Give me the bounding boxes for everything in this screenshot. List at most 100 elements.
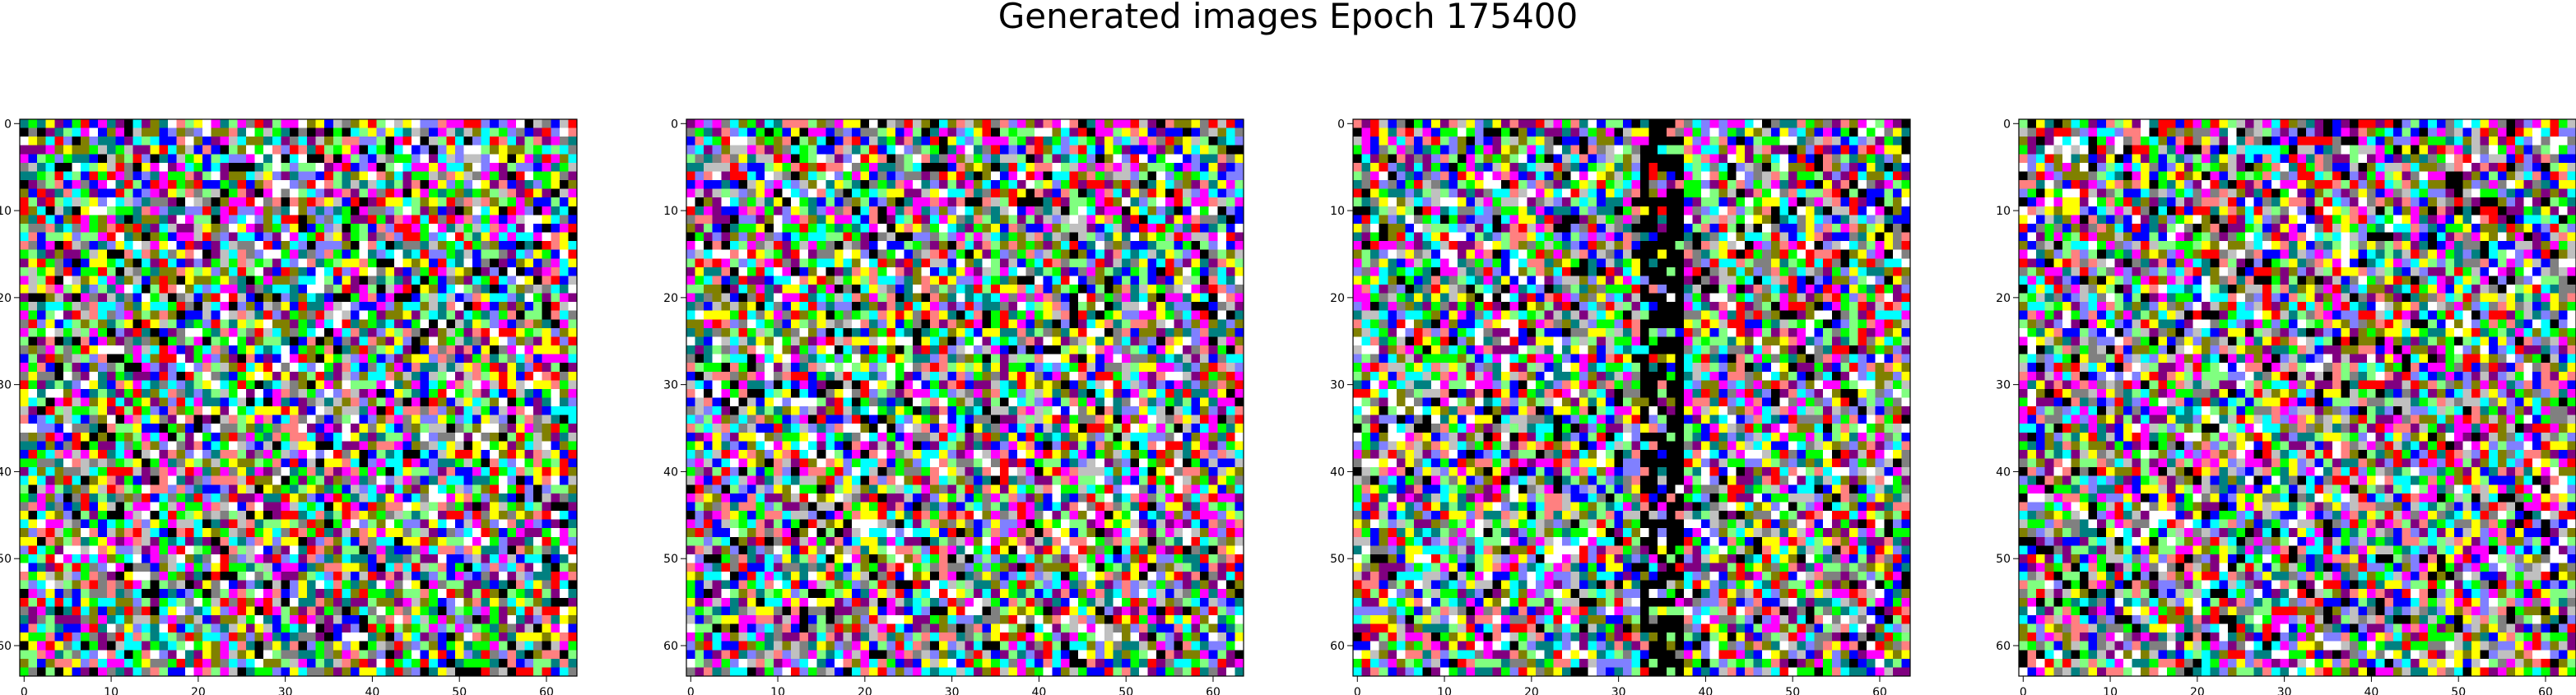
pixel — [332, 266, 342, 276]
pixel — [533, 580, 543, 590]
pixel — [515, 336, 525, 346]
pixel — [272, 171, 281, 181]
pixel — [72, 441, 81, 451]
pixel — [72, 345, 81, 355]
pixel — [712, 215, 722, 225]
pixel — [695, 215, 704, 225]
pixel — [515, 293, 525, 303]
pixel — [350, 441, 360, 451]
pixel — [167, 528, 177, 538]
pixel — [1060, 171, 1070, 181]
pixel — [991, 206, 1001, 215]
pixel — [1104, 137, 1114, 146]
pixel — [228, 632, 238, 642]
pixel — [524, 310, 534, 320]
pixel — [877, 137, 887, 146]
pixel — [481, 623, 491, 633]
pixel — [115, 206, 125, 215]
pixel — [721, 137, 731, 146]
pixel — [332, 415, 342, 424]
pixel — [738, 127, 748, 137]
pixel — [106, 632, 116, 642]
pixel — [150, 641, 160, 651]
pixel — [246, 528, 256, 538]
pixel — [342, 484, 351, 494]
pixel — [376, 589, 386, 599]
pixel — [956, 206, 965, 215]
pixel — [524, 380, 534, 390]
pixel — [481, 397, 491, 407]
pixel — [106, 580, 116, 590]
pixel — [1174, 171, 1183, 181]
pixel — [551, 371, 560, 381]
pixel — [1165, 197, 1174, 207]
pixel — [1208, 180, 1218, 190]
pixel — [150, 484, 160, 494]
pixel — [72, 127, 81, 137]
pixel — [376, 310, 386, 320]
pixel — [974, 223, 983, 233]
pixel — [385, 441, 395, 451]
pixel — [568, 580, 578, 590]
pixel — [332, 162, 342, 172]
pixel — [54, 276, 64, 285]
pixel — [524, 502, 534, 512]
pixel — [721, 171, 731, 181]
pixel — [45, 536, 55, 546]
pixel — [420, 145, 430, 155]
pixel — [237, 388, 247, 398]
pixel — [402, 119, 412, 128]
pixel — [1174, 137, 1183, 146]
pixel — [481, 632, 491, 642]
pixel — [533, 215, 543, 225]
pixel — [298, 154, 308, 164]
pixel — [72, 241, 81, 251]
pixel — [254, 415, 264, 424]
pixel — [559, 249, 569, 259]
pixel — [930, 171, 940, 181]
pixel — [368, 310, 378, 320]
pixel — [211, 545, 221, 555]
pixel — [115, 536, 125, 546]
pixel — [507, 258, 517, 268]
pixel — [307, 449, 317, 459]
pixel — [184, 632, 194, 642]
pixel — [542, 563, 551, 572]
pixel — [393, 415, 403, 424]
pixel — [263, 563, 273, 572]
pixel — [982, 154, 992, 164]
pixel — [463, 397, 473, 407]
pixel — [507, 319, 517, 329]
pixel — [106, 623, 116, 633]
pixel — [393, 310, 403, 320]
pixel — [938, 171, 948, 181]
pixel — [533, 606, 543, 616]
pixel — [342, 371, 351, 381]
pixel — [542, 580, 551, 590]
pixel — [228, 258, 238, 268]
pixel — [515, 589, 525, 599]
pixel — [402, 188, 412, 198]
pixel — [89, 563, 99, 572]
pixel — [515, 215, 525, 225]
pixel — [747, 188, 757, 198]
pixel — [490, 667, 500, 677]
pixel — [498, 249, 508, 259]
pixel — [559, 528, 569, 538]
pixel — [63, 302, 72, 312]
pixel — [1008, 137, 1018, 146]
pixel — [220, 388, 230, 398]
pixel — [412, 171, 421, 181]
pixel — [184, 650, 194, 660]
pixel — [150, 406, 160, 416]
pixel — [332, 388, 342, 398]
pixel — [490, 614, 500, 624]
pixel — [281, 363, 291, 373]
pixel — [402, 154, 412, 164]
pixel — [490, 302, 500, 312]
pixel — [133, 406, 142, 416]
pixel — [446, 336, 456, 346]
pixel — [202, 345, 212, 355]
pixel — [808, 171, 818, 181]
pixel — [237, 667, 247, 677]
